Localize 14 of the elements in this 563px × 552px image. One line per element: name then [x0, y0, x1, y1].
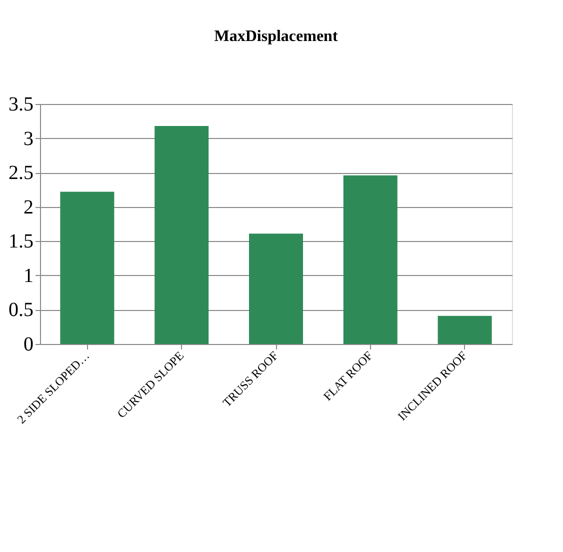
bar	[154, 126, 209, 344]
y-tick-label: 1.5	[8, 230, 34, 253]
y-tick-label: 3.5	[8, 94, 34, 116]
chart-title: MaxDisplacement	[214, 28, 338, 45]
bar	[438, 316, 492, 344]
y-tick-label: 0	[24, 334, 34, 356]
bar	[60, 192, 114, 344]
y-tick-label: 0.5	[8, 299, 34, 322]
y-tick-label: 3	[24, 128, 34, 150]
y-tick-label: 1	[24, 264, 34, 287]
y-tick-label: 2	[24, 196, 34, 218]
y-tick-label: 2.5	[8, 162, 34, 184]
bar	[343, 175, 398, 344]
bar	[249, 234, 303, 344]
